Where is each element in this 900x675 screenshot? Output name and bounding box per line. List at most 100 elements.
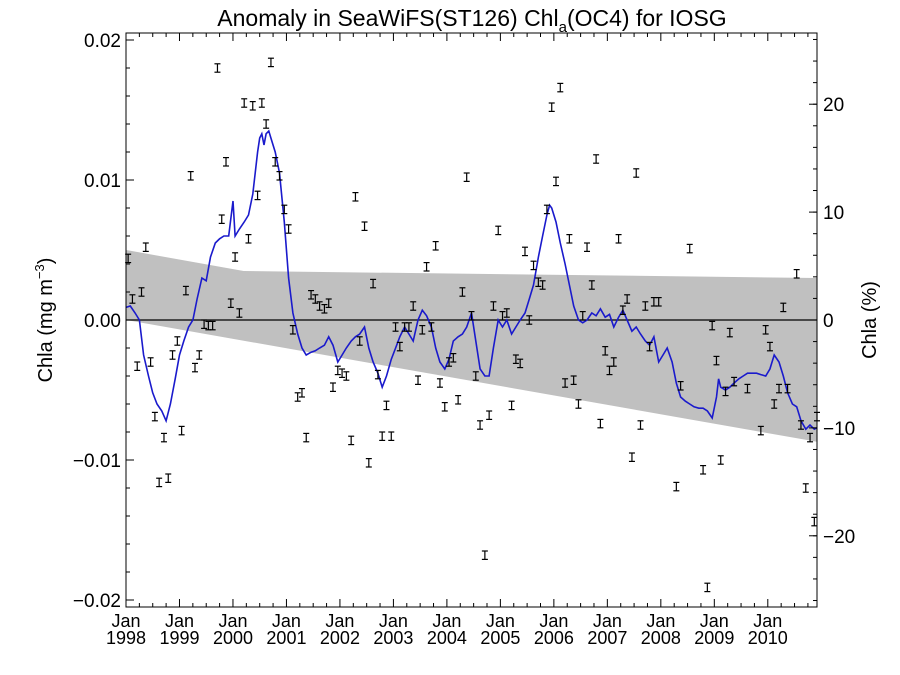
anomaly-point — [757, 425, 764, 436]
anomaly-point — [704, 582, 711, 593]
anomaly-point — [232, 252, 239, 262]
y-tick-label-left: −0.01 — [73, 451, 121, 472]
anomaly-point — [276, 171, 283, 181]
anomaly-point — [490, 301, 497, 311]
anomaly-point — [535, 277, 542, 287]
x-tick-label-month: Jan — [646, 611, 675, 631]
anomaly-point — [784, 383, 791, 394]
anomaly-point — [557, 82, 564, 93]
anomaly-point — [174, 336, 181, 346]
x-axis: Jan1998Jan1999Jan2000Jan2001Jan2002Jan20… — [106, 33, 809, 648]
anomaly-point — [593, 154, 600, 164]
x-tick-label-month: Jan — [486, 611, 515, 631]
y-axis-left-label-close: ) — [35, 258, 57, 265]
anomaly-point — [744, 383, 751, 394]
anomaly-point — [802, 483, 809, 493]
y-tick-label-right: 10 — [823, 203, 844, 224]
y-tick-label-left: −0.02 — [73, 591, 121, 612]
anomaly-point — [766, 341, 773, 352]
y-axis-right: −20 −10 0 10 20 — [809, 38, 855, 602]
anomaly-point — [348, 435, 355, 446]
y-axis-left-label-superscript: −3 — [32, 264, 47, 279]
anomaly-point — [281, 204, 288, 215]
anomaly-point — [562, 378, 569, 388]
anomaly-point — [722, 386, 729, 397]
chart-title: Anomaly in SeaWiFS(ST126) Chla(OC4) for … — [217, 5, 726, 36]
anomaly-point — [396, 341, 403, 352]
anomaly-point — [472, 371, 479, 381]
anomaly-point — [285, 224, 292, 234]
anomaly-point — [258, 98, 265, 108]
anomaly-point — [191, 362, 198, 373]
anomaly-point — [637, 420, 644, 430]
anomaly-point — [356, 336, 363, 346]
anomaly-point — [521, 246, 528, 257]
trend-band-layer — [126, 250, 817, 442]
anomaly-point — [249, 100, 256, 111]
x-tick-label-year: 2010 — [748, 628, 788, 648]
anomaly-point — [388, 431, 395, 441]
anomaly-point — [655, 297, 662, 307]
x-tick-label-month: Jan — [325, 611, 354, 631]
anomaly-point — [776, 383, 783, 394]
x-tick-label-year: 2004 — [427, 628, 467, 648]
anomaly-point — [316, 301, 323, 311]
anomaly-point — [731, 376, 738, 387]
anomaly-point — [503, 308, 510, 318]
anomaly-point — [423, 262, 430, 272]
anomaly-point — [717, 455, 724, 465]
anomaly-point — [138, 287, 145, 297]
anomaly-point — [610, 357, 617, 367]
anomaly-point — [455, 395, 462, 405]
anomaly-point — [374, 369, 381, 380]
anomaly-point — [709, 320, 716, 331]
anomaly-point — [289, 325, 296, 335]
x-tick-label-year: 2008 — [641, 628, 681, 648]
x-tick-label-year: 2005 — [480, 628, 520, 648]
anomaly-point — [245, 234, 252, 244]
anomaly-point — [530, 260, 537, 271]
anomaly-point — [419, 325, 426, 335]
anomaly-point — [463, 172, 470, 182]
anomaly-point — [236, 308, 243, 318]
anomaly-point — [481, 550, 488, 561]
anomaly-point — [214, 63, 221, 73]
x-tick-label-year: 2009 — [694, 628, 734, 648]
x-tick-label-month: Jan — [379, 611, 408, 631]
anomaly-point — [602, 346, 609, 356]
anomaly-point — [223, 157, 230, 167]
anomaly-point — [499, 311, 506, 321]
anomaly-point — [352, 192, 359, 202]
x-tick-label-year: 2002 — [320, 628, 360, 648]
anomaly-point — [339, 368, 346, 378]
anomaly-point — [294, 392, 301, 402]
anomaly-point — [329, 382, 336, 392]
anomaly-point — [405, 322, 412, 332]
anomaly-point — [343, 371, 350, 381]
anomaly-point — [543, 204, 550, 215]
y-axis-left-label-text: Chla (mg m — [35, 279, 57, 382]
anomaly-point — [254, 190, 261, 201]
anomaly-point — [548, 102, 555, 113]
anomaly-point — [539, 280, 546, 290]
anomaly-point — [642, 301, 649, 311]
anomaly-point — [526, 315, 533, 325]
x-tick-label-month: Jan — [272, 611, 301, 631]
anomaly-point — [178, 425, 185, 436]
x-tick-label-month: Jan — [539, 611, 568, 631]
x-tick-label-month: Jan — [593, 611, 622, 631]
anomaly-point — [218, 214, 225, 224]
anomaly-point — [147, 357, 154, 367]
anomaly-point — [165, 473, 172, 483]
anomaly-point — [619, 305, 626, 315]
y-tick-label-left: 0.02 — [84, 31, 121, 52]
anomaly-point — [646, 341, 653, 352]
anomaly-point — [308, 290, 315, 300]
y-axis-right-label: Chla (%) — [859, 281, 881, 359]
anomaly-point — [797, 420, 804, 430]
anomaly-point — [303, 432, 310, 443]
chart-title-subscript: a — [559, 19, 568, 36]
y-tick-label-right: −10 — [823, 419, 855, 440]
anomaly-point — [495, 225, 502, 236]
